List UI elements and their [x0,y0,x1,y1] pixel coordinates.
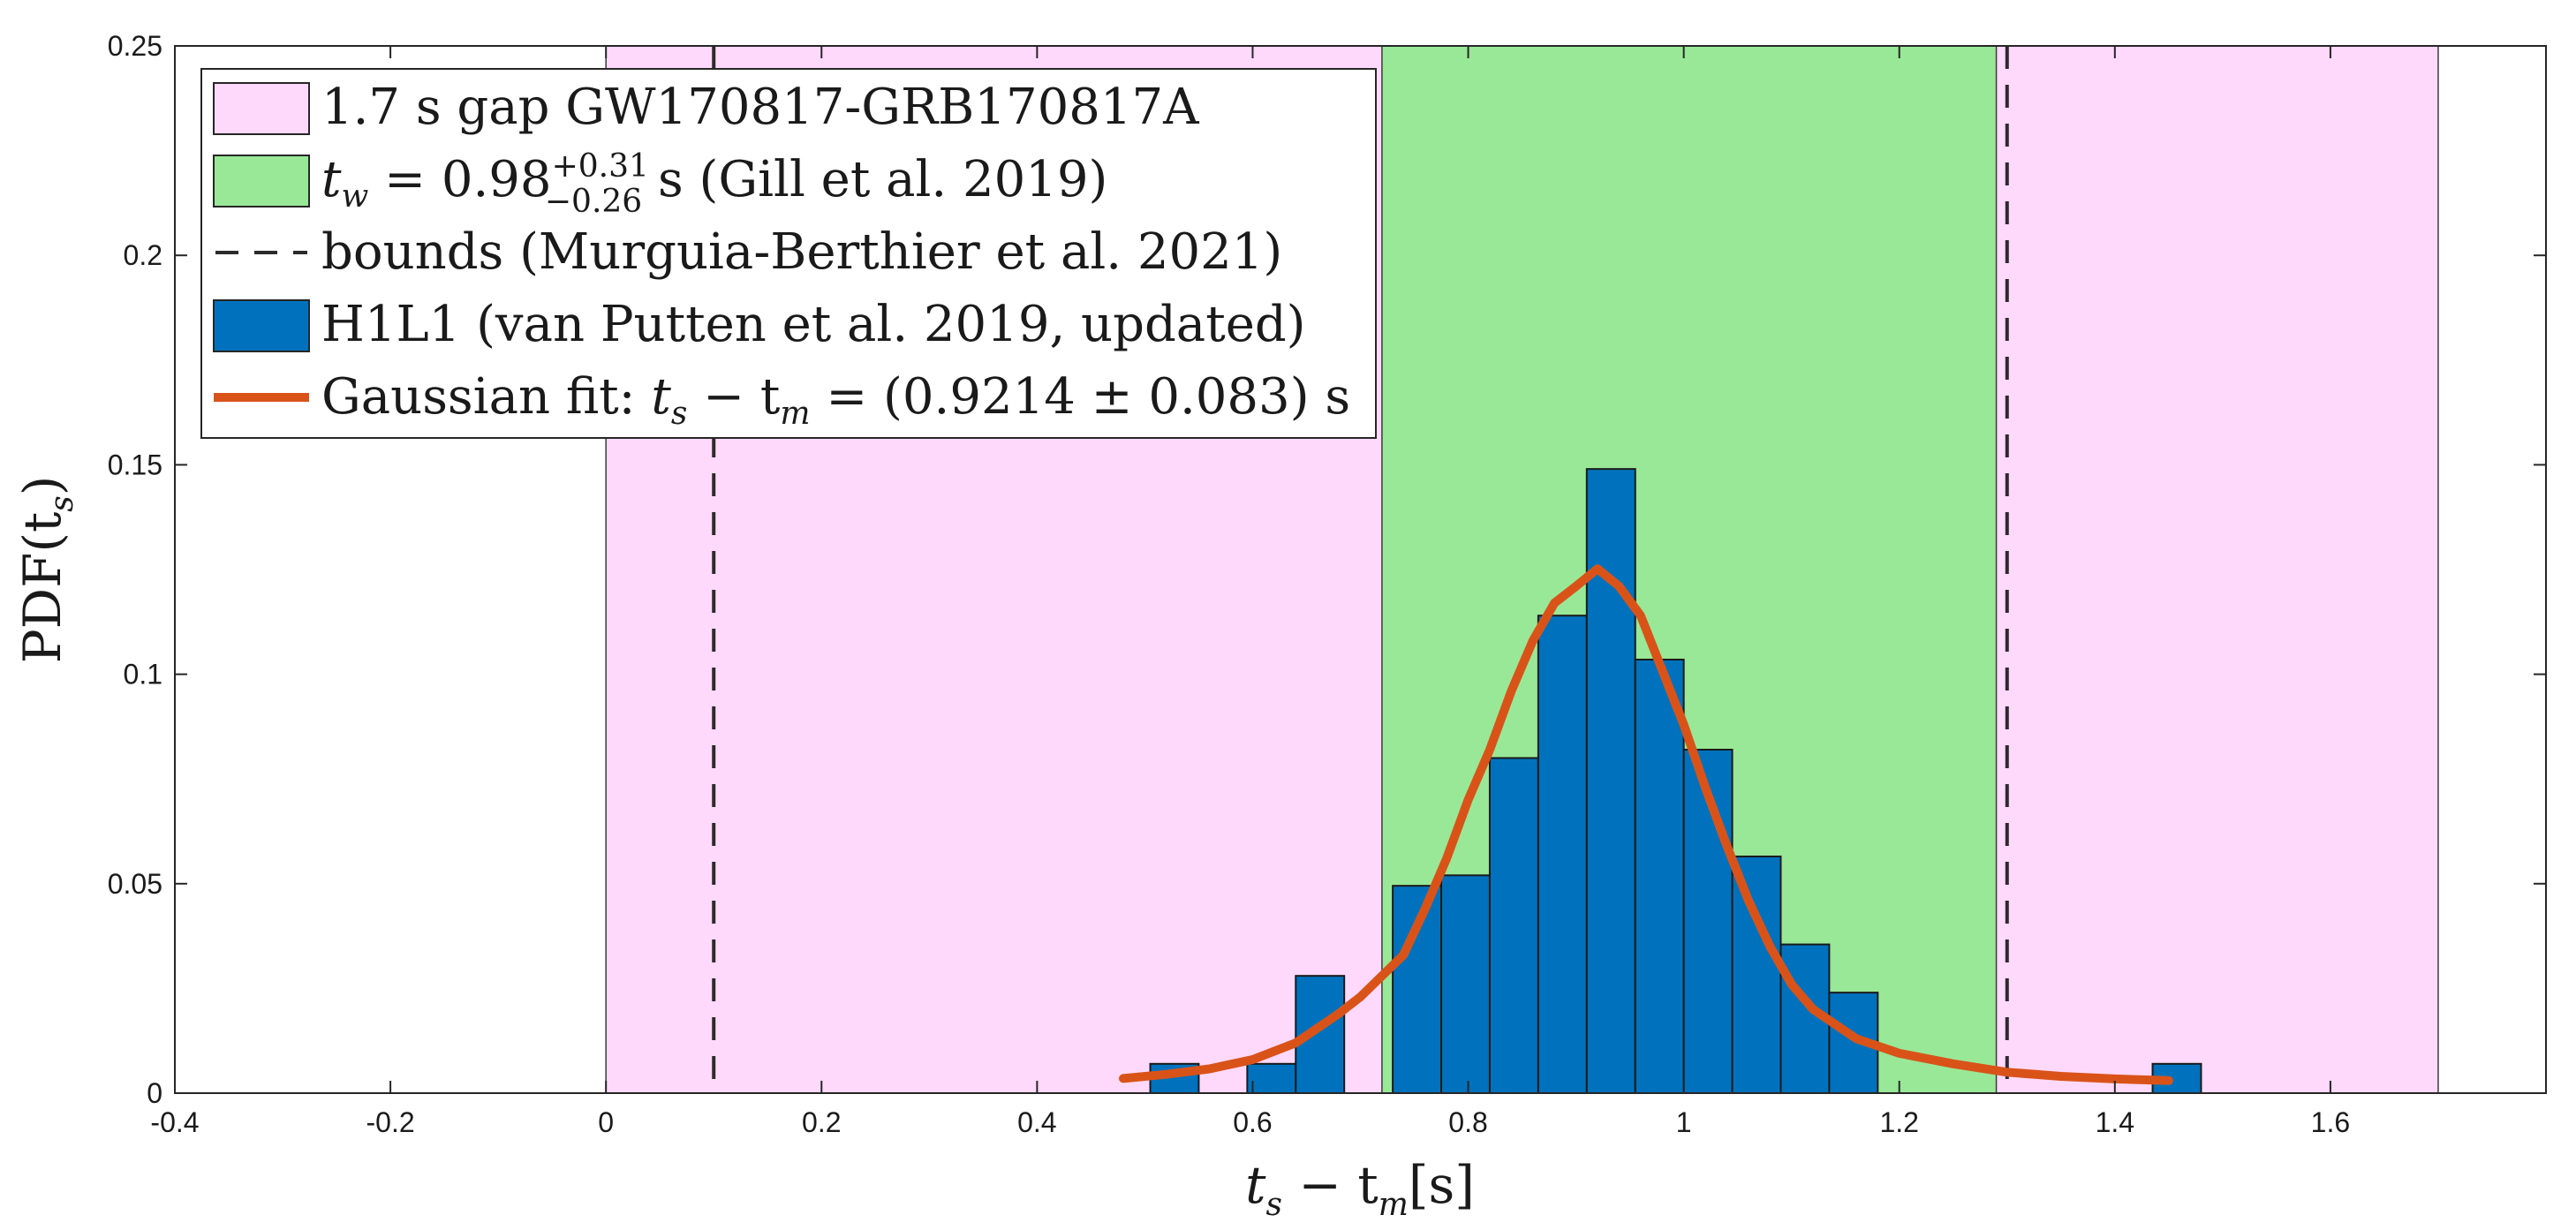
axis-ticks: -0.4 -0.2 0 0.2 0.4 0.6 0.8 1 1.2 1.4 1.6 0 0.05 0.1 0… [108,30,2546,1138]
x-tick-label-2: 0 [598,1106,614,1138]
gaussian-fit [1119,564,2173,1085]
y-axis-title: PDF(ts) [12,476,80,664]
x-tick-label-6: 0.8 [1448,1106,1487,1138]
x-tick-label-9: 1.4 [2096,1106,2134,1138]
histogram-bar-5 [1488,757,1539,1094]
histogram-bar-6 [1537,615,1588,1094]
x-tick-label-1: -0.2 [366,1106,415,1138]
legend-label-fit: Gaussian fit: ts − tm = (0.9214 ± 0.083)… [321,368,1350,432]
y-tick-label-0: 0 [147,1077,162,1109]
legend-swatch-gap [213,82,310,135]
plot-area-frame [174,45,2547,1094]
x-tick-label-8: 1.2 [1879,1106,1918,1138]
legend-label-h1l1: H1L1 (van Putten et al. 2019, updated) [321,296,1306,353]
histogram-bar-4 [1440,874,1491,1095]
histogram-bar-10 [1731,855,1782,1094]
x-tick-label-3: 0.2 [802,1106,841,1138]
y-tick-label-1: 0.05 [108,868,162,900]
y-tick-label-3: 0.15 [108,449,162,480]
legend: 1.7 s gap GW170817-GRB170817A tw = 0.98+… [200,68,1377,439]
x-tick-label-0: -0.4 [150,1106,199,1138]
y-tick-label-2: 0.1 [124,659,162,690]
fit-curve-line [1119,564,2173,1085]
legend-swatch-h1l1 [213,299,310,352]
x-tick-label-7: 1 [1676,1106,1692,1138]
legend-label-bounds: bounds (Murguia-Berthier et al. 2021) [321,223,1282,281]
legend-label-tw: tw = 0.98+0.31 −0.26 s (Gill et al. 2019) [321,148,1107,220]
histogram-bar-1 [1246,1062,1297,1094]
x-tick-label-5: 0.6 [1233,1106,1272,1138]
histogram-bar-7 [1585,468,1636,1094]
histogram-bars [1149,468,2202,1095]
y-tick-label-4: 0.2 [124,239,162,271]
x-tick-label-4: 0.4 [1017,1106,1056,1138]
histogram-bar-8 [1634,658,1685,1094]
legend-box [200,68,1377,439]
x-axis-title: ts − tm[s] [1245,1155,1475,1223]
x-tick-label-10: 1.6 [2311,1106,2350,1138]
y-tick-label-5: 0.25 [108,30,162,62]
legend-label-gap: 1.7 s gap GW170817-GRB170817A [321,79,1199,136]
legend-swatch-tw [213,155,310,208]
